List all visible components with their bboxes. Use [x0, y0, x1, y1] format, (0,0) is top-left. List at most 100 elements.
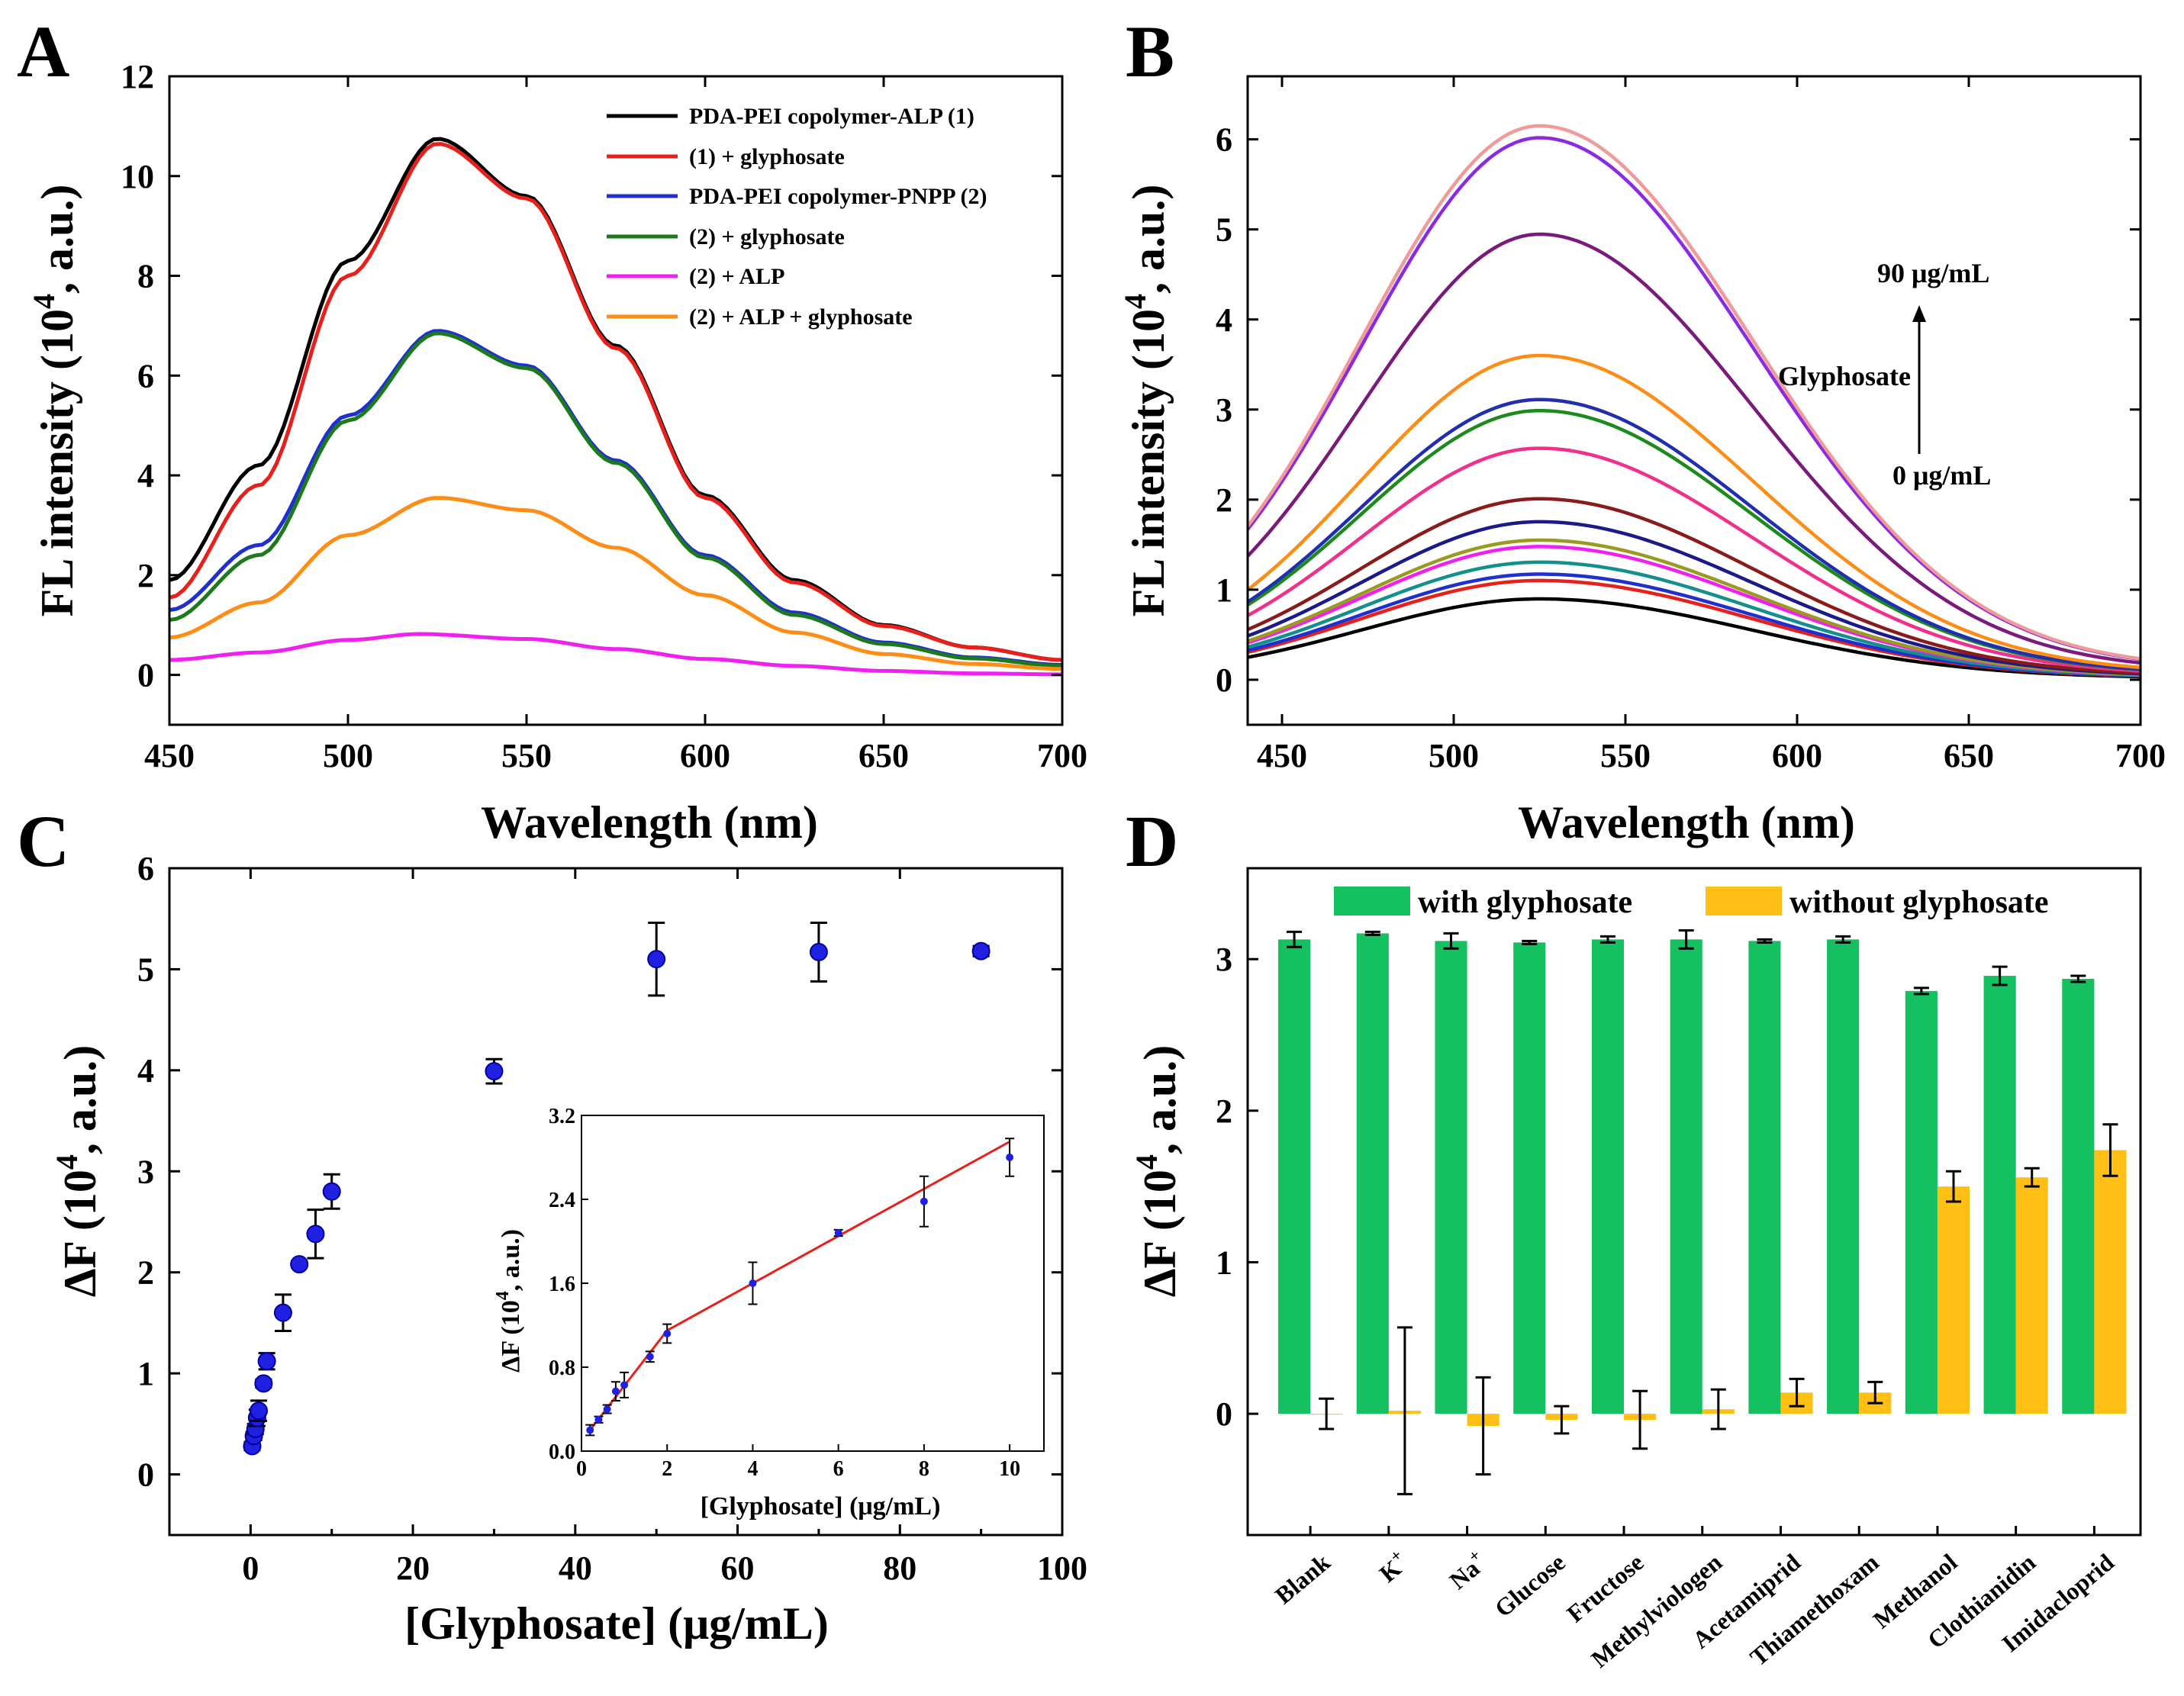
panel-c-point-8	[290, 1255, 309, 1274]
inset-ylabel: ΔF (104, a.u.)	[493, 1229, 525, 1373]
panel-a-ytick-label: 12	[121, 58, 154, 95]
panel-a-frame	[168, 75, 1064, 726]
panel-d-bar-with-4	[1591, 939, 1625, 1414]
panel-c-ytick-label: 2	[137, 1254, 154, 1292]
panel-d-ytick-label: 1	[1216, 1244, 1232, 1281]
panel-c-xlabel: [Glyphosate] (μg/mL)	[404, 1598, 829, 1649]
panel-c-xtick-label: 60	[721, 1550, 755, 1587]
legend-label-a-1: (1) + glyphosate	[689, 144, 845, 169]
panel-d-bar-with-8	[1905, 990, 1938, 1414]
panel-d-bar-with-3	[1513, 942, 1546, 1414]
panel-a-ytick-label: 8	[137, 258, 154, 295]
panel-a-xlabel: Wavelength (nm)	[481, 797, 818, 848]
inset-xtick-label: 2	[662, 1457, 672, 1481]
panel-d-ytick-label: 2	[1216, 1093, 1232, 1130]
panel-c-point-6	[257, 1352, 276, 1371]
panel-c-point-12	[647, 950, 666, 969]
panel-a-legend: PDA-PEI copolymer-ALP (1) (1) + glyphosa…	[607, 104, 987, 330]
panel-d-ylabel: ΔF (104, a.u.)	[1129, 1045, 1185, 1297]
panel-c-xtick-label: 80	[883, 1550, 916, 1587]
inset-xtick-label: 10	[999, 1457, 1020, 1481]
panel-b-series-11	[1246, 353, 2141, 670]
panel-d-ytick-label: 0	[1216, 1395, 1232, 1433]
inset-point-5	[646, 1353, 654, 1361]
legend-label-a-5: (2) + ALP + glyphosate	[689, 304, 913, 330]
inset-point-1	[594, 1415, 603, 1424]
panel-c-point-13	[809, 942, 828, 961]
panel-c-xtick-label: 100	[1037, 1550, 1087, 1587]
panel-c-frame	[168, 867, 1064, 1537]
panel-b-xtick-label: 700	[2115, 737, 2166, 774]
panel-d-bar-without-9	[2015, 1177, 2048, 1414]
panel-c-ytick-label: 5	[137, 951, 154, 988]
panel-a-series-4	[169, 632, 1063, 677]
panel-b-series-5	[1247, 538, 2141, 677]
panel-c-ytick-label: 0	[137, 1456, 154, 1494]
inset-xlabel: [Glyphosate] (μg/mL)	[701, 1492, 941, 1521]
panel-b-xtick-label: 600	[1772, 737, 1822, 774]
panel-d-bar-with-1	[1356, 933, 1389, 1414]
panel-a-ytick-label: 0	[137, 657, 154, 694]
panel-b-series-12	[1246, 232, 2141, 665]
panel-b-xlabel: Wavelength (nm)	[1518, 797, 1855, 848]
panel-b-ytick-label: 5	[1216, 211, 1232, 249]
panel-a: 450 500 550 600 650 700 0 2 4 6 8 10 12 Wavelength (…	[27, 58, 1087, 848]
inset-point-4	[620, 1381, 629, 1389]
panel-b-frame	[1246, 75, 2142, 726]
legend-swatch-with	[1334, 887, 1410, 916]
panel-a-ytick-label: 10	[121, 158, 154, 195]
inset-ytick-label: 1.6	[549, 1273, 575, 1296]
panel-a-series-1	[169, 142, 1063, 662]
inset-point-6	[663, 1330, 672, 1337]
panel-b: 450 500 550 600 650 700 0 1 2 3 4 5 6 Wavelength (nm…	[1118, 75, 2166, 848]
inset-ytick-label: 0.8	[549, 1356, 575, 1380]
panel-d-bar-with-5	[1670, 939, 1702, 1414]
inset-point-9	[920, 1197, 928, 1205]
panel-d-bar-with-7	[1827, 939, 1860, 1414]
panel-a-xtick-label: 700	[1037, 737, 1087, 774]
panel-a-xtick-label: 600	[680, 737, 730, 774]
panel-b-ytick-label: 2	[1216, 481, 1232, 519]
panel-b-xtick-label: 650	[1944, 737, 1994, 774]
panel-b-xtick-label: 550	[1600, 737, 1651, 774]
annotation-arrow-head	[1912, 305, 1926, 322]
panel-c-point-10	[322, 1182, 341, 1201]
panel-b-ytick-label: 0	[1216, 661, 1232, 699]
panel-c-point-9	[306, 1225, 325, 1244]
panel-c-point-7	[273, 1303, 292, 1322]
panel-a-plot: 450 500 550 600 650 700 0 2 4 6 8 10 12	[121, 58, 1087, 774]
panel-letter-b: B	[1126, 11, 1174, 92]
inset-xtick-label: 0	[576, 1457, 587, 1481]
panel-c-ytick-label: 1	[137, 1355, 154, 1392]
panel-a-xtick-label: 500	[323, 737, 373, 774]
inset-point-7	[749, 1279, 757, 1287]
panel-d-bar-with-0	[1278, 939, 1311, 1414]
panel-d-bar-with-2	[1435, 941, 1467, 1414]
panel-d-bar-with-9	[1983, 976, 2016, 1414]
panel-c-point-11	[485, 1062, 504, 1081]
panel-a-series-5	[169, 496, 1063, 671]
panel-a-xtick-label: 450	[144, 737, 195, 774]
panel-b-series-10	[1246, 397, 2141, 671]
panel-letter-c: C	[17, 800, 69, 882]
annotation-bottom: 0 μg/mL	[1892, 460, 1991, 491]
panel-b-series-6	[1247, 520, 2141, 676]
inset-point-2	[603, 1405, 611, 1413]
panel-d-legend: with glyphosate without glyphosate	[1334, 885, 2049, 920]
panel-a-ytick-label: 2	[137, 557, 154, 594]
panel-d-bar-without-8	[1937, 1186, 1970, 1414]
panel-c-xtick-label: 20	[396, 1550, 430, 1587]
inset-point-10	[1006, 1154, 1014, 1161]
inset-point-3	[611, 1387, 620, 1395]
panel-b-xtick-label: 500	[1429, 737, 1479, 774]
panel-b-series-14	[1246, 124, 2141, 661]
panel-c-ytick-label: 4	[137, 1052, 154, 1089]
inset-point-0	[586, 1426, 594, 1434]
panel-d-frame	[1246, 867, 2142, 1537]
inset-xtick-label: 8	[919, 1457, 929, 1481]
panel-b-ytick-label: 6	[1216, 121, 1232, 159]
panel-c-point-4	[250, 1402, 268, 1421]
panel-d-bar-without-10	[2094, 1150, 2127, 1414]
